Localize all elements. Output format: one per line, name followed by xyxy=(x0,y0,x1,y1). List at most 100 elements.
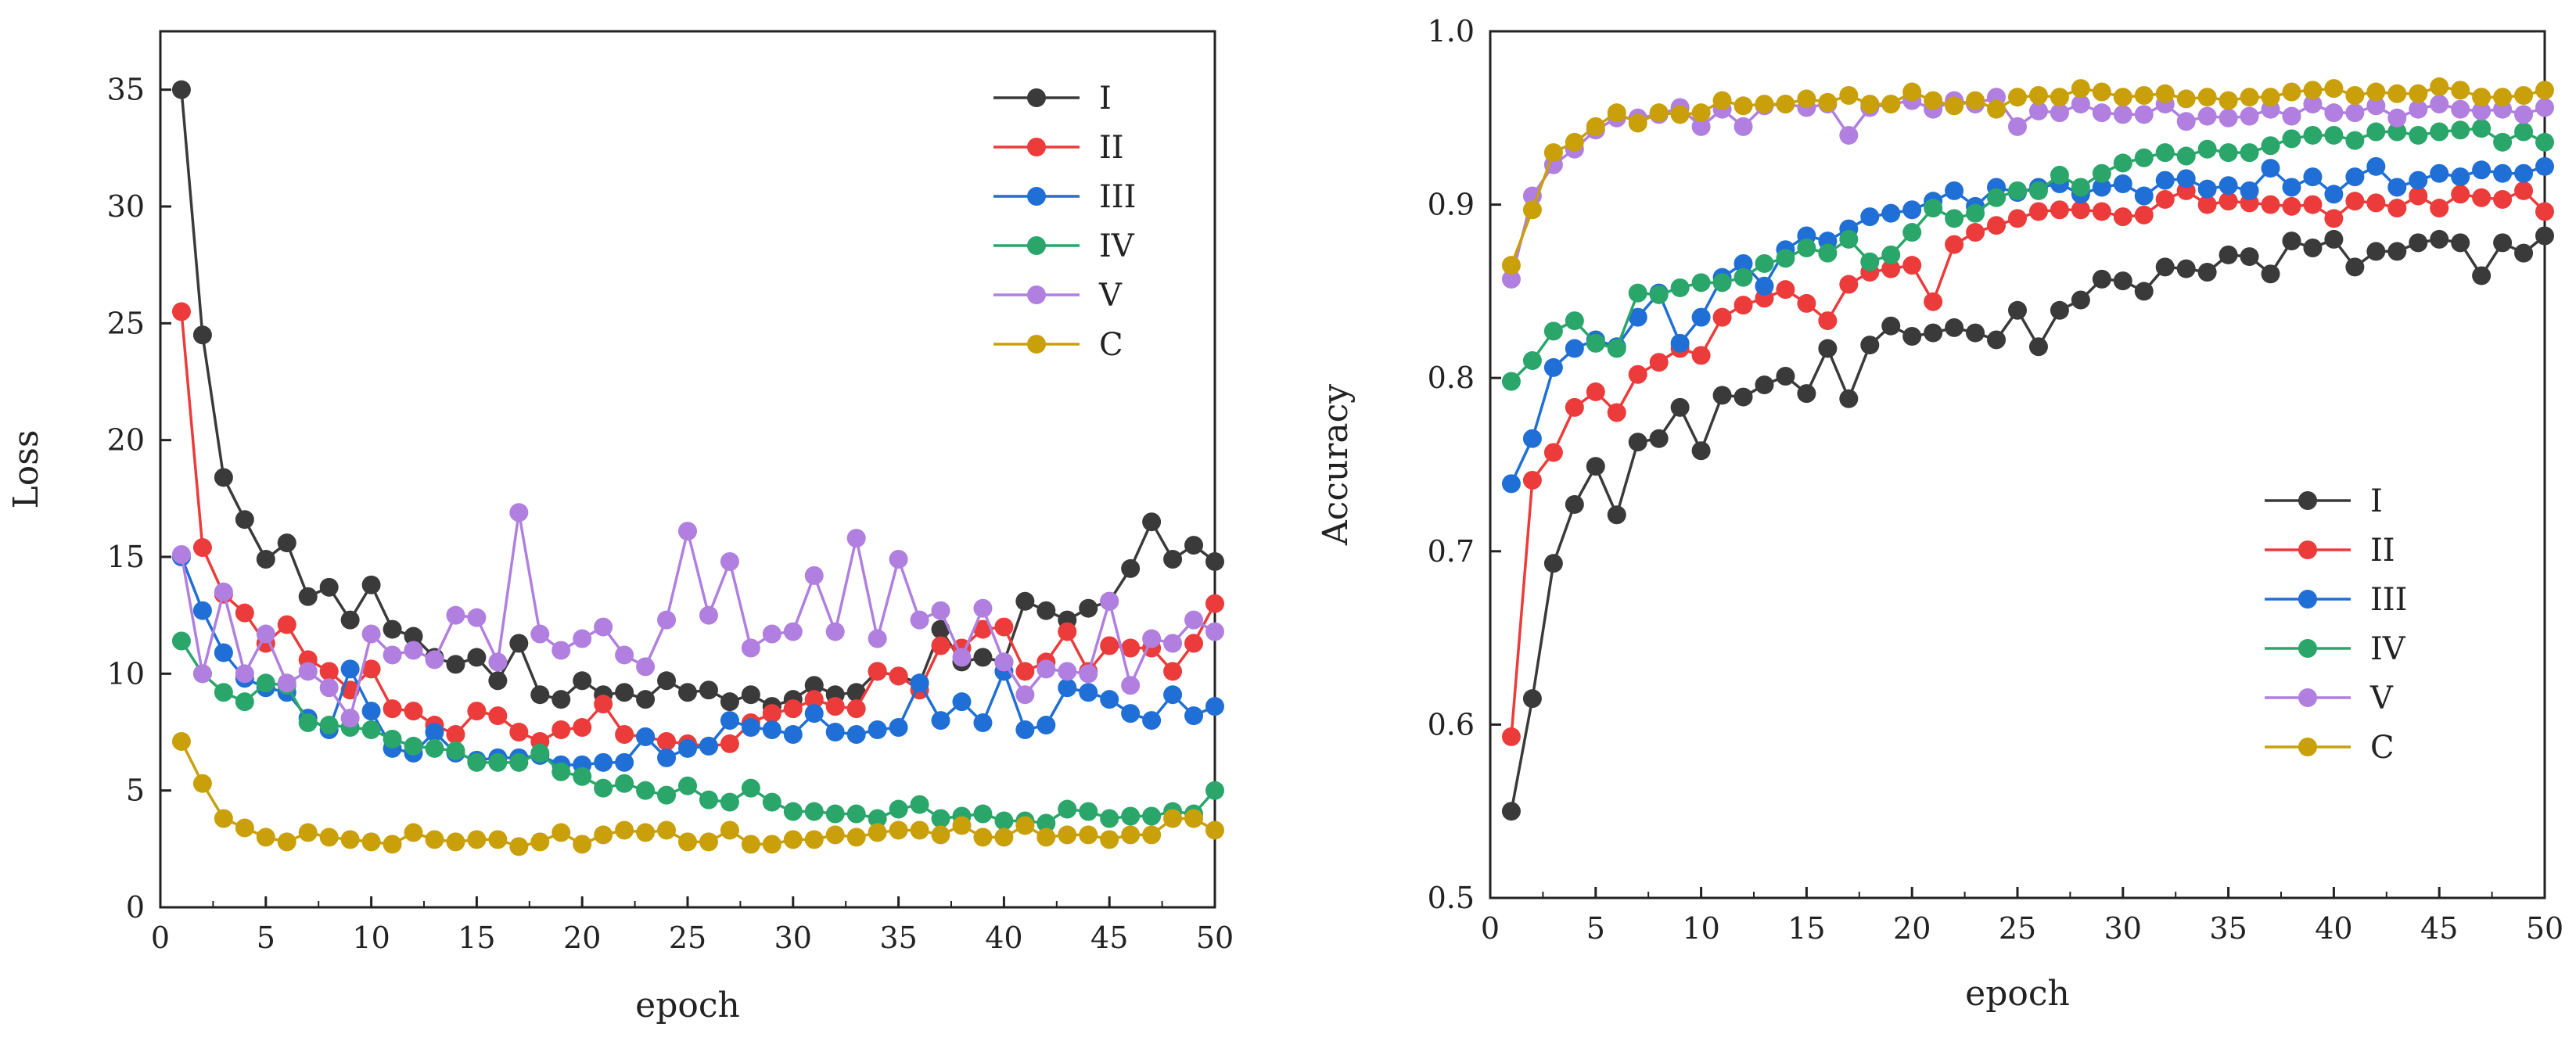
legend-marker xyxy=(2298,590,2317,609)
data-point xyxy=(2514,243,2534,263)
data-point xyxy=(214,582,233,601)
data-point xyxy=(720,711,739,731)
data-point xyxy=(2092,202,2111,221)
data-point xyxy=(2240,143,2259,163)
data-point xyxy=(2345,257,2365,277)
data-point xyxy=(2008,88,2027,107)
data-point xyxy=(446,832,465,852)
data-point xyxy=(1712,307,1732,327)
data-point xyxy=(1163,634,1183,653)
data-point xyxy=(298,823,318,842)
data-point xyxy=(2451,99,2470,119)
data-point xyxy=(1522,351,1542,371)
legend-label: II xyxy=(1099,130,1124,166)
data-point xyxy=(1100,591,1119,611)
data-point xyxy=(1776,95,1795,114)
data-point xyxy=(804,704,824,723)
data-point xyxy=(277,832,296,852)
data-point xyxy=(2028,85,2048,105)
data-point xyxy=(2240,181,2259,200)
data-point xyxy=(573,671,592,691)
data-point xyxy=(2092,82,2111,102)
data-point xyxy=(2366,82,2386,102)
data-point xyxy=(783,830,803,849)
data-point xyxy=(2282,178,2301,197)
x-tick-label: 15 xyxy=(1787,911,1825,946)
data-point xyxy=(2155,143,2175,163)
data-point xyxy=(530,624,550,644)
x-tick-label: 5 xyxy=(1586,911,1605,946)
data-point xyxy=(846,804,866,824)
data-point xyxy=(1628,283,1647,303)
data-point xyxy=(2345,85,2365,105)
data-point xyxy=(2134,105,2154,124)
data-point xyxy=(2303,125,2323,145)
y-axis-label: Accuracy xyxy=(1316,384,1356,546)
data-point xyxy=(1607,505,1626,525)
data-point xyxy=(2303,81,2323,100)
data-point xyxy=(2176,169,2196,188)
data-point xyxy=(1902,256,1922,275)
data-point xyxy=(2197,139,2217,159)
data-point xyxy=(2028,202,2048,221)
data-point xyxy=(1755,375,1774,395)
data-point xyxy=(762,792,781,812)
x-axis-label: epoch xyxy=(635,986,740,1025)
data-point xyxy=(2134,148,2154,167)
data-point xyxy=(383,619,402,639)
data-point xyxy=(2113,153,2132,173)
x-tick-label: 50 xyxy=(1196,921,1234,955)
x-tick-label: 25 xyxy=(669,921,706,955)
data-point xyxy=(1184,610,1204,630)
data-point xyxy=(2176,146,2196,166)
data-point xyxy=(573,835,592,854)
data-point xyxy=(530,743,550,763)
data-point xyxy=(1522,200,1542,220)
data-point xyxy=(2366,96,2386,116)
data-point xyxy=(319,716,339,735)
data-point xyxy=(235,664,254,684)
data-point xyxy=(2050,300,2069,320)
data-point xyxy=(2071,290,2090,310)
data-point xyxy=(2345,103,2365,123)
data-point xyxy=(2387,178,2407,197)
y-tick-label: 0.9 xyxy=(1428,188,1475,222)
data-point xyxy=(783,622,803,641)
data-point xyxy=(1987,188,2007,207)
data-point xyxy=(1628,113,1647,133)
data-point xyxy=(2303,195,2323,214)
data-point xyxy=(1691,117,1711,136)
data-point xyxy=(2366,193,2386,213)
data-point xyxy=(1205,697,1224,716)
data-point xyxy=(1607,103,1626,123)
data-point xyxy=(2345,192,2365,211)
data-point xyxy=(2387,84,2407,103)
data-point xyxy=(1860,252,1880,271)
data-point xyxy=(2134,85,2154,105)
x-tick-label: 35 xyxy=(2209,911,2247,946)
data-point xyxy=(2282,232,2301,251)
data-point xyxy=(2008,300,2027,320)
data-point xyxy=(1142,825,1162,845)
data-point xyxy=(1987,330,2007,350)
data-point xyxy=(2430,199,2449,218)
legend-marker xyxy=(1027,138,1046,156)
data-point xyxy=(2155,189,2175,209)
data-point xyxy=(1015,591,1035,611)
data-point xyxy=(910,673,929,693)
data-point xyxy=(340,709,360,728)
y-tick-label: 15 xyxy=(107,540,145,574)
data-point xyxy=(615,645,634,665)
data-point xyxy=(2261,136,2280,156)
data-point xyxy=(383,835,402,854)
data-point xyxy=(720,692,739,712)
data-point xyxy=(1586,382,1605,401)
data-point xyxy=(235,510,254,530)
data-point xyxy=(2134,282,2154,301)
data-point xyxy=(1860,336,1880,355)
data-point xyxy=(1565,339,1584,358)
data-point xyxy=(192,774,212,793)
data-point xyxy=(2303,167,2323,187)
data-point xyxy=(2514,105,2534,124)
accuracy-chart: 0 5 10 15 20 25 30 35 40 45 50 0.5 0.6 0.7 0.8 0.9 1.0 ep… xyxy=(1316,14,2563,1014)
